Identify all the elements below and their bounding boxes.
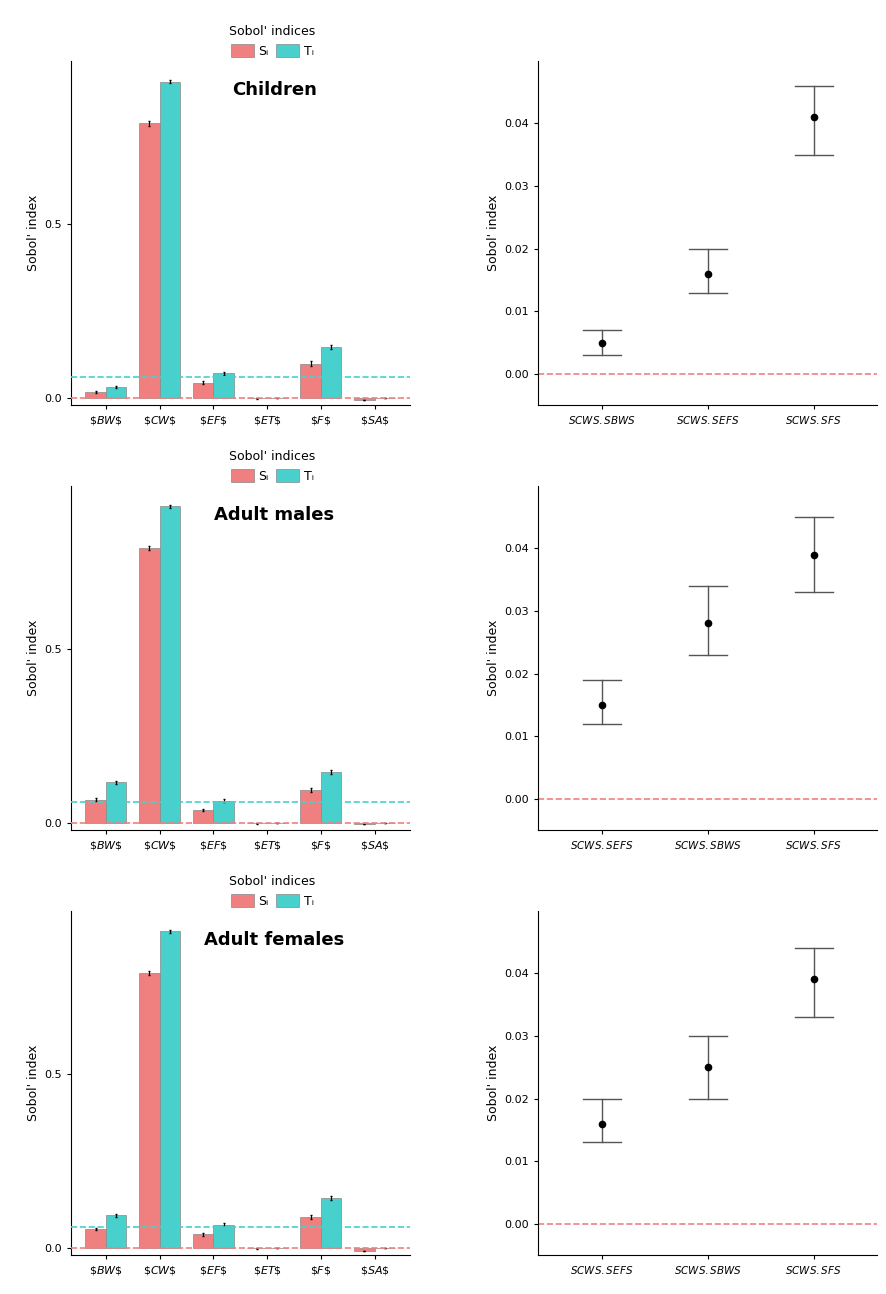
Legend: Sᵢ, Tᵢ: Sᵢ, Tᵢ [227, 448, 318, 485]
Bar [214, 373, 234, 399]
Text: Adult males: Adult males [214, 506, 334, 524]
Legend: Sᵢ, Tᵢ: Sᵢ, Tᵢ [227, 872, 318, 910]
Bar [85, 800, 105, 823]
Bar [139, 549, 159, 823]
Bar [193, 810, 214, 823]
Y-axis label: Sobol' index: Sobol' index [27, 620, 40, 696]
Bar [300, 364, 321, 399]
Bar [85, 392, 105, 399]
Y-axis label: Sobol' index: Sobol' index [27, 1044, 40, 1121]
Bar [105, 1215, 127, 1249]
Bar [214, 1224, 234, 1249]
Bar [105, 782, 127, 823]
Text: Children: Children [232, 82, 316, 100]
Bar [159, 82, 180, 399]
Bar [300, 1216, 321, 1249]
Bar [159, 506, 180, 823]
Bar [85, 1229, 105, 1249]
Bar [159, 932, 180, 1249]
Legend: Sᵢ, Tᵢ: Sᵢ, Tᵢ [227, 22, 318, 61]
Bar [354, 1249, 375, 1251]
Bar [321, 771, 341, 823]
Bar [193, 383, 214, 399]
Y-axis label: Sobol' index: Sobol' index [487, 1044, 501, 1121]
Bar [354, 399, 375, 400]
Y-axis label: Sobol' index: Sobol' index [487, 195, 501, 272]
Bar [105, 387, 127, 399]
Bar [321, 1198, 341, 1249]
Y-axis label: Sobol' index: Sobol' index [27, 195, 40, 272]
Y-axis label: Sobol' index: Sobol' index [487, 620, 501, 696]
Bar [139, 973, 159, 1249]
Bar [193, 1234, 214, 1249]
Bar [321, 347, 341, 399]
Bar [214, 801, 234, 823]
Bar [300, 791, 321, 823]
Text: Adult females: Adult females [204, 932, 345, 950]
Bar [139, 123, 159, 399]
